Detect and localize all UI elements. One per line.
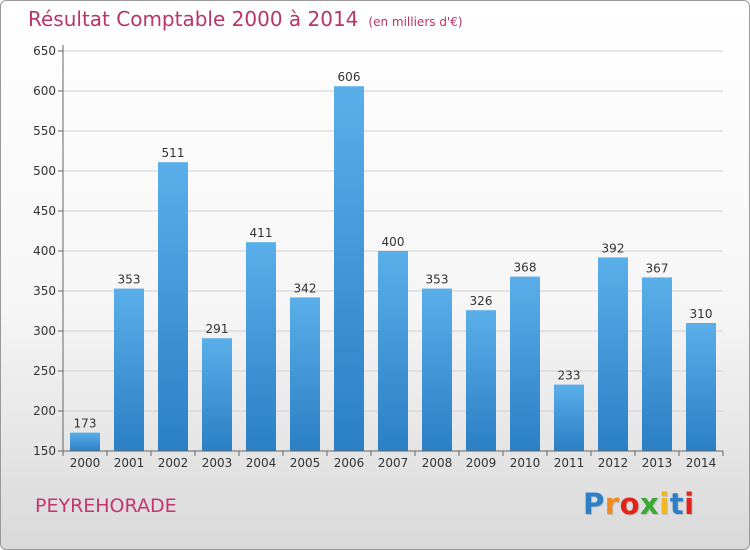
proxiti-logo[interactable]: Proxiti	[583, 487, 695, 521]
x-tick-label: 2002	[158, 456, 189, 470]
y-tick-label: 450	[33, 204, 56, 218]
axes	[58, 45, 724, 456]
bar	[114, 288, 144, 451]
x-tick-label: 2014	[686, 456, 717, 470]
y-tick-label: 350	[33, 284, 56, 298]
y-tick-label: 300	[33, 324, 56, 338]
value-label: 400	[382, 235, 405, 249]
bar	[510, 276, 540, 451]
value-label: 342	[294, 281, 317, 295]
bar	[554, 384, 584, 451]
y-tick-label: 250	[33, 364, 56, 378]
bar	[686, 323, 716, 451]
x-tick-label: 2005	[290, 456, 321, 470]
bar	[422, 288, 452, 451]
x-tick-label: 2010	[510, 456, 541, 470]
value-label: 353	[118, 273, 141, 287]
bar	[466, 310, 496, 451]
bars	[70, 86, 716, 451]
x-tick-label: 2006	[334, 456, 365, 470]
x-tick-label: 2000	[70, 456, 101, 470]
logo-letter: t	[669, 487, 685, 521]
x-tick-label: 2009	[466, 456, 497, 470]
bar	[642, 277, 672, 451]
value-label: 233	[558, 369, 581, 383]
logo-letter: o	[619, 487, 641, 521]
chart-subtitle: (en milliers d'€)	[368, 15, 463, 29]
value-label: 411	[250, 226, 273, 240]
y-tick-label: 550	[33, 124, 56, 138]
y-tick-label: 650	[33, 44, 56, 58]
logo-letter: P	[583, 487, 605, 521]
x-tick-label: 2011	[554, 456, 585, 470]
bar	[598, 257, 628, 451]
bar	[202, 338, 232, 451]
bar	[334, 86, 364, 451]
value-label: 511	[162, 146, 185, 160]
x-tick-label: 2012	[598, 456, 629, 470]
bar	[246, 242, 276, 451]
value-label: 392	[602, 241, 625, 255]
logo-letter: x	[640, 487, 660, 521]
commune-name: PEYREHORADE	[35, 495, 177, 517]
logo-letter: i	[659, 487, 670, 521]
y-tick-label: 400	[33, 244, 56, 258]
chart-title: Résultat Comptable 2000 à 2014	[28, 7, 359, 31]
bar	[290, 297, 320, 451]
y-tick-label: 150	[33, 444, 56, 458]
bar	[378, 251, 408, 451]
chart-title-block: Résultat Comptable 2000 à 2014 (en millie…	[28, 7, 463, 31]
x-tick-label: 2001	[114, 456, 145, 470]
y-tick-label: 500	[33, 164, 56, 178]
x-tick-label: 2003	[202, 456, 233, 470]
value-label: 173	[74, 417, 97, 431]
value-label: 310	[690, 307, 713, 321]
x-tick-label: 2004	[246, 456, 277, 470]
y-tick-label: 200	[33, 404, 56, 418]
x-tick-label: 2013	[642, 456, 673, 470]
x-tick-label: 2008	[422, 456, 453, 470]
labels: 150 200 250 300 350 400 450 500 550 600 650 173 2000…	[33, 44, 716, 470]
value-label: 368	[514, 261, 537, 275]
x-tick-label: 2007	[378, 456, 409, 470]
y-tick-label: 600	[33, 84, 56, 98]
bar	[70, 432, 100, 451]
logo-letter: i	[684, 487, 695, 521]
bar	[158, 162, 188, 451]
value-label: 291	[206, 322, 229, 336]
value-label: 606	[338, 70, 361, 84]
value-label: 326	[470, 294, 493, 308]
value-label: 353	[426, 273, 449, 287]
value-label: 367	[646, 261, 669, 275]
logo-letter: r	[604, 487, 620, 521]
